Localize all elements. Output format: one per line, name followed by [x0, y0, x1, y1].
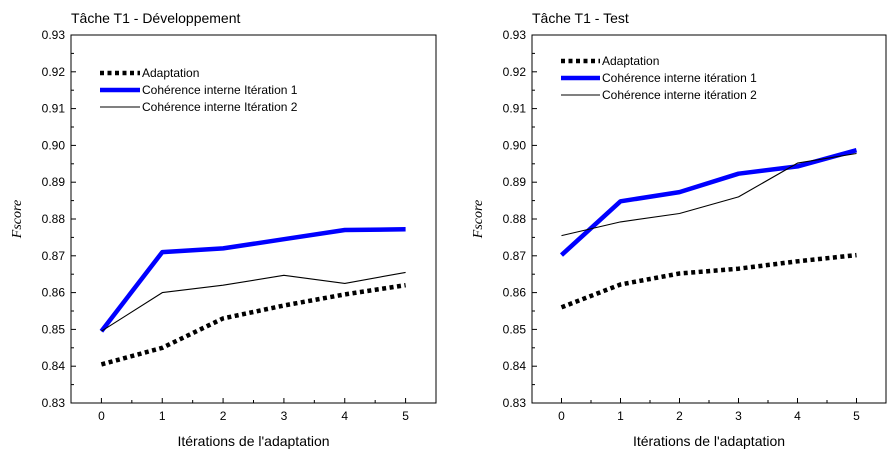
series-line-1 — [560, 252, 857, 310]
chart-2: Tâche T1 - Test 0.83 0.84 0.85 0.86 0.87 0.88 0… — [471, 10, 887, 449]
x-axis-label: Itérations de l'adaptation — [177, 433, 329, 449]
legend: Adaptation Cohérence interne Itération 1 C… — [100, 66, 298, 114]
chart-title: Tâche T1 - Test — [532, 10, 629, 26]
y-tick-label: 0.83 — [42, 396, 66, 410]
x-tick-label: 5 — [853, 409, 860, 423]
x-tick-label: 4 — [794, 409, 801, 423]
x-tick-label: 2 — [220, 409, 227, 423]
y-tick-label: 0.90 — [42, 138, 66, 152]
y-tick-label: 0.84 — [42, 359, 66, 373]
x-tick-label: 4 — [341, 409, 348, 423]
chart-title: Tâche T1 - Développement — [71, 10, 240, 26]
x-tick-label: 1 — [617, 409, 624, 423]
legend-label-3: Cohérence interne Itération 2 — [142, 100, 298, 114]
x-tick-label: 5 — [402, 409, 409, 423]
y-tick-label: 0.83 — [503, 396, 527, 410]
y-tick-label: 0.85 — [42, 322, 66, 336]
y-tick-label: 0.86 — [42, 286, 66, 300]
legend: Adaptation Cohérence interne itération 1 C… — [561, 54, 757, 102]
x-tick-label: 0 — [558, 409, 565, 423]
series-line-1 — [100, 282, 406, 367]
y-tick-label: 0.84 — [503, 359, 527, 373]
x-tick-label: 3 — [281, 409, 288, 423]
x-axis-label: Itérations de l'adaptation — [633, 433, 785, 449]
x-tick-label: 0 — [98, 409, 105, 423]
y-tick-label: 0.91 — [42, 102, 66, 116]
y-tick-label: 0.93 — [42, 28, 66, 42]
y-tick-label: 0.91 — [503, 102, 527, 116]
y-tick-label: 0.88 — [503, 212, 527, 226]
y-tick-label: 0.92 — [42, 65, 66, 79]
y-tick-label: 0.89 — [503, 175, 527, 189]
legend-label-1: Adaptation — [602, 54, 659, 68]
series-line-3 — [101, 271, 406, 332]
legend-label-2: Cohérence interne Itération 1 — [142, 83, 298, 97]
series-line-2 — [559, 148, 858, 257]
series-line-2 — [99, 227, 406, 333]
y-axis-label: Fscore — [471, 200, 486, 239]
y-tick-label: 0.90 — [503, 138, 527, 152]
legend-label-3: Cohérence interne itération 2 — [602, 88, 757, 102]
series-line-3 — [561, 152, 857, 237]
y-tick-label: 0.86 — [503, 286, 527, 300]
y-tick-label: 0.87 — [503, 249, 527, 263]
legend-label-2: Cohérence interne itération 1 — [602, 71, 757, 85]
y-tick-label: 0.92 — [503, 65, 527, 79]
chart-1: Tâche T1 - Développement 0.83 0.84 0.85 0.86… — [10, 10, 437, 449]
y-tick-label: 0.88 — [42, 212, 66, 226]
y-axis-label: Fscore — [10, 200, 25, 239]
legend-label-1: Adaptation — [142, 66, 199, 80]
x-tick-label: 3 — [735, 409, 742, 423]
y-tick-label: 0.93 — [503, 28, 527, 42]
y-tick-label: 0.89 — [42, 175, 66, 189]
x-tick-label: 2 — [676, 409, 683, 423]
y-tick-label: 0.87 — [42, 249, 66, 263]
x-tick-label: 1 — [159, 409, 166, 423]
y-tick-label: 0.85 — [503, 322, 527, 336]
